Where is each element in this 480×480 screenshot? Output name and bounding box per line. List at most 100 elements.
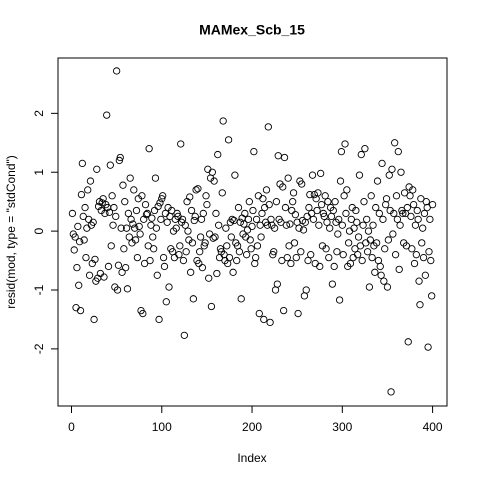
point [279, 306, 288, 315]
point [165, 283, 173, 291]
point [202, 192, 210, 200]
point [377, 271, 385, 279]
point [280, 153, 289, 162]
point [302, 286, 310, 294]
point [110, 203, 118, 212]
point [391, 251, 400, 259]
point [133, 253, 142, 262]
point [393, 215, 402, 223]
y-tick-label: 1 [32, 169, 46, 176]
point [316, 262, 324, 271]
point [376, 262, 384, 271]
point [256, 221, 264, 229]
point [179, 256, 188, 265]
point [189, 295, 198, 303]
point [107, 242, 115, 250]
point [127, 215, 135, 223]
point [194, 185, 202, 193]
point [75, 281, 83, 289]
point [150, 245, 158, 253]
point [168, 206, 176, 215]
point [243, 226, 252, 234]
point [188, 239, 197, 247]
point [289, 198, 297, 206]
point [290, 239, 299, 247]
y-tick-label: -2 [32, 343, 46, 354]
point [84, 186, 92, 194]
point [227, 233, 235, 241]
point [196, 248, 204, 256]
x-tick-label: 100 [152, 420, 172, 434]
point [382, 195, 391, 203]
point [389, 230, 397, 238]
point [245, 198, 253, 206]
point [307, 251, 315, 259]
point [108, 192, 116, 200]
point [346, 259, 355, 268]
point [400, 189, 409, 197]
point [124, 209, 133, 218]
point [105, 208, 114, 216]
point [109, 221, 117, 229]
point [121, 198, 129, 206]
point [211, 233, 219, 241]
point [407, 212, 415, 221]
point [421, 271, 430, 279]
point [388, 165, 396, 173]
point [90, 315, 98, 324]
point [321, 192, 329, 200]
point [409, 200, 418, 209]
point [214, 150, 222, 159]
point [244, 215, 253, 223]
point [335, 215, 343, 223]
point [117, 224, 125, 232]
point [130, 186, 138, 194]
point [79, 212, 87, 221]
point [149, 233, 157, 241]
point [361, 145, 369, 153]
point [209, 234, 217, 242]
point [70, 246, 78, 254]
point [180, 331, 188, 339]
point [104, 262, 113, 271]
point [286, 220, 294, 228]
point [207, 302, 216, 311]
point [402, 242, 411, 250]
point [384, 236, 393, 244]
point [344, 239, 353, 247]
point [335, 296, 344, 304]
point [383, 283, 392, 291]
point [85, 271, 94, 279]
point [252, 253, 260, 262]
point [198, 263, 207, 272]
point [351, 245, 359, 253]
point [353, 218, 361, 226]
point [77, 190, 86, 199]
point [131, 224, 139, 232]
point [119, 181, 127, 189]
point [106, 161, 114, 169]
point [246, 236, 254, 244]
y-axis-label: resid(mod, type = "stdCond") [4, 155, 18, 309]
point [196, 233, 205, 241]
point [68, 209, 77, 218]
point [223, 242, 231, 250]
point [298, 180, 306, 188]
point [71, 233, 79, 241]
y-tick-label: -1 [32, 284, 46, 295]
point [100, 273, 108, 281]
point [203, 200, 211, 209]
point [157, 215, 165, 223]
point [341, 140, 349, 148]
point [187, 268, 195, 276]
point [81, 203, 89, 212]
point [205, 274, 213, 282]
point [359, 221, 367, 229]
point [294, 309, 302, 318]
point [116, 153, 124, 162]
point [295, 224, 303, 232]
point [313, 206, 321, 215]
point [252, 215, 261, 223]
point [371, 268, 379, 276]
